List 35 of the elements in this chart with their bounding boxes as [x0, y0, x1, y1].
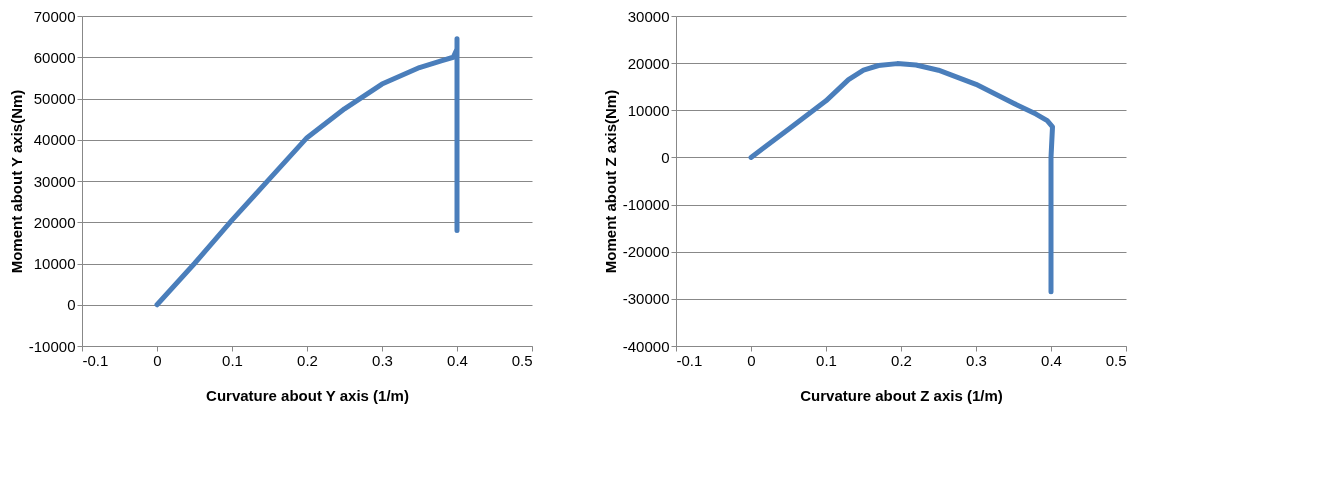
- x-tick-label: -0.1: [82, 351, 109, 369]
- y-tick-label: 10000: [627, 101, 670, 119]
- y-tick-label: 50000: [33, 90, 76, 107]
- y-tick-label: 60000: [33, 48, 76, 66]
- x-tick-label: 0.2: [891, 351, 912, 369]
- y-tick-label: -40000: [622, 337, 670, 355]
- y-axis-title: Moment about Y axis(Nm): [7, 89, 25, 274]
- y-tick-label: 40000: [33, 131, 76, 149]
- x-tick-label: 0.2: [297, 351, 318, 369]
- x-axis-title: Curvature about Z axis (1/m): [800, 386, 1003, 404]
- x-tick-label: -0.1: [676, 351, 703, 369]
- x-tick-label: 0.1: [816, 351, 837, 369]
- x-tick-label: 0.1: [222, 351, 243, 369]
- x-tick-label: 0.4: [447, 351, 468, 369]
- y-tick-label: 20000: [627, 54, 670, 72]
- y-tick-label: -10000: [622, 196, 670, 214]
- x-tick-label: 0: [153, 351, 162, 369]
- y-tick-label: 70000: [33, 7, 76, 25]
- y-tick-label: 20000: [33, 213, 76, 231]
- y-tick-label: 0: [67, 296, 76, 314]
- y-tick-label: 10000: [33, 255, 76, 272]
- x-axis-title: Curvature about Y axis (1/m): [206, 386, 409, 404]
- y-tick-label: 30000: [33, 172, 76, 190]
- x-tick-label: 0.3: [966, 351, 987, 369]
- y-tick-label: 30000: [627, 7, 670, 25]
- y-axis-title: Moment about Z axis(Nm): [601, 89, 619, 274]
- y-tick-label: -10000: [28, 337, 76, 355]
- y-tick-label: -30000: [622, 290, 670, 308]
- x-tick-label: 0.4: [1041, 351, 1062, 369]
- x-tick-label: 0.5: [1105, 351, 1127, 369]
- y-tick-label: 0: [661, 148, 670, 166]
- x-tick-label: 0: [747, 351, 756, 369]
- x-tick-label: 0.5: [511, 351, 533, 369]
- x-tick-label: 0.3: [372, 351, 393, 369]
- y-tick-label: -20000: [622, 243, 670, 261]
